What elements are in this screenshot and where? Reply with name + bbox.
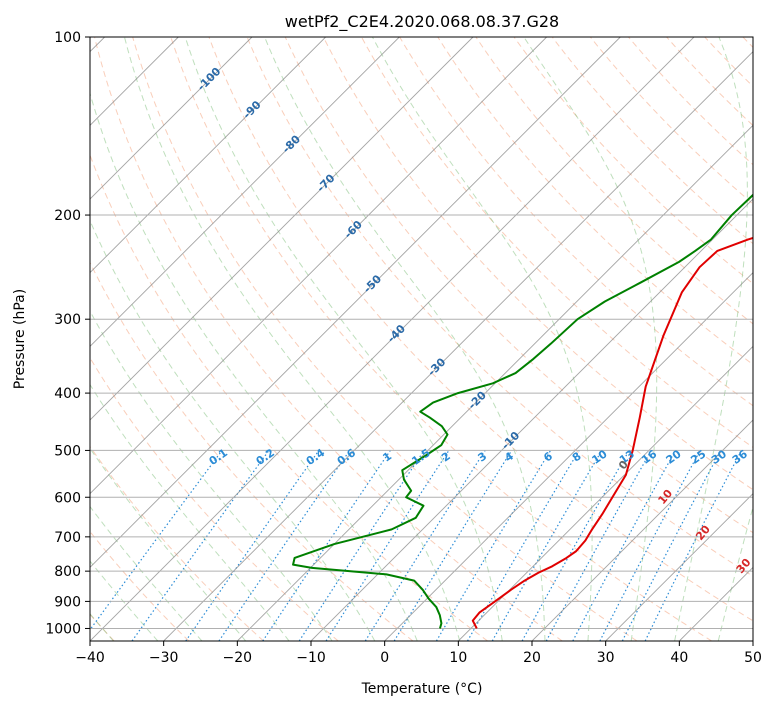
mixing-ratio-line xyxy=(90,450,223,631)
dry-adiabat xyxy=(475,37,753,325)
mixing-ratio-line xyxy=(644,450,743,641)
moist-adiabat xyxy=(90,560,159,641)
isotherm-line xyxy=(531,419,753,641)
mixing-ratio-line xyxy=(325,450,450,641)
dry-adiabat xyxy=(170,37,713,641)
y-tick-label: 700 xyxy=(54,530,81,546)
x-tick-label: −40 xyxy=(75,650,105,666)
moist-adiabat xyxy=(523,37,658,641)
x-tick-label: 40 xyxy=(670,650,688,666)
isotherm-line xyxy=(90,37,695,641)
moist-adiabat xyxy=(371,37,593,641)
mixing-ratio-line xyxy=(262,450,391,641)
mixing-ratio-line xyxy=(572,450,677,641)
y-tick-label: 500 xyxy=(54,443,81,459)
dry-adiabat xyxy=(361,37,753,449)
x-tick-label: 0 xyxy=(380,650,389,666)
mixing-ratio-line xyxy=(298,450,425,641)
x-tick-label: −10 xyxy=(296,650,326,666)
plot-frame xyxy=(89,36,754,642)
dry-adiabat xyxy=(628,37,753,166)
dry-adiabat xyxy=(90,261,414,641)
y-tick-label: 100 xyxy=(54,30,81,46)
isotherm-line xyxy=(90,37,547,495)
dewpoint-profile-line xyxy=(292,193,753,629)
isotherm-line xyxy=(90,37,474,421)
dry-adiabat xyxy=(437,37,753,366)
dry-adiabat xyxy=(284,37,753,534)
moist-adiabat xyxy=(123,37,461,641)
x-tick-label: −30 xyxy=(149,650,179,666)
dry-adiabat xyxy=(132,37,638,641)
isotherm-line xyxy=(310,198,753,641)
isotherm-line xyxy=(90,37,253,200)
isotherm-line xyxy=(605,493,753,641)
y-tick-label: 900 xyxy=(54,594,81,610)
dry-adiabat xyxy=(90,445,264,641)
mixing-ratio-line xyxy=(621,450,722,641)
moist-adiabat xyxy=(90,505,203,641)
moist-adiabat xyxy=(90,219,376,641)
isotherm-line xyxy=(90,37,400,347)
mixing-ratio-line xyxy=(521,450,630,641)
y-tick-label: 600 xyxy=(54,490,81,506)
y-tick-label: 400 xyxy=(54,386,81,402)
y-tick-label: 200 xyxy=(54,208,81,224)
x-tick-label: −20 xyxy=(223,650,253,666)
isotherm-line xyxy=(90,37,326,274)
moist-adiabat xyxy=(184,37,503,641)
y-axis-title: Pressure (hPa) xyxy=(12,289,28,389)
moist-adiabat xyxy=(90,91,418,641)
moist-adiabat xyxy=(90,447,247,641)
y-tick-label: 800 xyxy=(54,564,81,580)
isotherm-line xyxy=(237,124,753,641)
data-area xyxy=(292,193,753,629)
plot-area xyxy=(90,37,753,641)
isotherm-line xyxy=(384,272,753,641)
isotherm-line xyxy=(458,345,753,641)
x-tick-label: 50 xyxy=(744,650,762,666)
isotherm-line xyxy=(90,37,621,568)
mixing-ratio-line xyxy=(185,450,320,641)
x-tick-label: 10 xyxy=(449,650,467,666)
x-tick-label: 20 xyxy=(523,650,541,666)
x-axis-title: Temperature (°C) xyxy=(361,681,483,697)
moist-adiabat xyxy=(674,37,748,641)
mixing-ratio-line xyxy=(393,450,513,641)
dry-adiabat xyxy=(246,37,753,577)
axes: −40 −30 −20 −10 0 10 20 30 40 50 100 200 300 400 500 60… xyxy=(45,30,762,666)
moist-adiabat xyxy=(90,310,333,641)
isotherm-line xyxy=(163,51,753,641)
moist-adiabat xyxy=(90,383,290,641)
dry-adiabat xyxy=(90,153,488,641)
moist-adiabat xyxy=(264,37,546,641)
moist-adiabat xyxy=(717,505,753,641)
chart-title: wetPf2_C2E4.2020.068.08.37.G28 xyxy=(285,12,559,32)
mixing-ratio-line xyxy=(218,450,351,641)
temperature-profile-line xyxy=(471,236,753,629)
y-tick-label: 300 xyxy=(54,312,81,328)
y-tick-label: 1000 xyxy=(45,621,81,637)
dry-adiabat xyxy=(94,37,563,641)
dry-adiabat xyxy=(589,37,753,205)
mixing-ratio-line xyxy=(545,450,652,641)
x-tick-label: 30 xyxy=(597,650,615,666)
